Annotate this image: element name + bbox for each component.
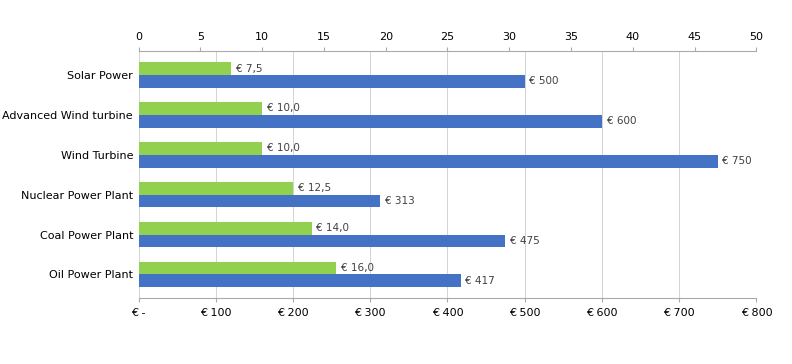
Text: € 600: € 600 xyxy=(607,116,636,126)
Bar xyxy=(139,222,311,234)
Text: € 7,5: € 7,5 xyxy=(236,64,262,74)
Bar xyxy=(139,142,262,155)
Text: € 10,0: € 10,0 xyxy=(267,103,299,114)
Bar xyxy=(139,62,231,75)
Bar xyxy=(139,115,602,128)
Text: € 475: € 475 xyxy=(510,236,540,246)
Text: € 12,5: € 12,5 xyxy=(298,183,331,193)
Bar xyxy=(139,195,380,207)
Bar xyxy=(139,102,262,115)
Bar xyxy=(139,274,461,287)
Text: € 16,0: € 16,0 xyxy=(341,263,374,273)
Text: € 10,0: € 10,0 xyxy=(267,143,299,153)
Text: € 14,0: € 14,0 xyxy=(316,223,349,233)
Bar xyxy=(139,75,525,88)
Bar xyxy=(139,262,337,274)
Text: € 750: € 750 xyxy=(722,156,752,166)
Text: € 500: € 500 xyxy=(529,76,559,86)
Text: € 313: € 313 xyxy=(385,196,415,206)
Bar xyxy=(139,155,718,167)
Text: € 417: € 417 xyxy=(465,276,495,286)
Bar xyxy=(139,234,505,247)
Bar xyxy=(139,182,293,195)
Legend: investment per MW, cost per MW: investment per MW, cost per MW xyxy=(250,359,497,364)
